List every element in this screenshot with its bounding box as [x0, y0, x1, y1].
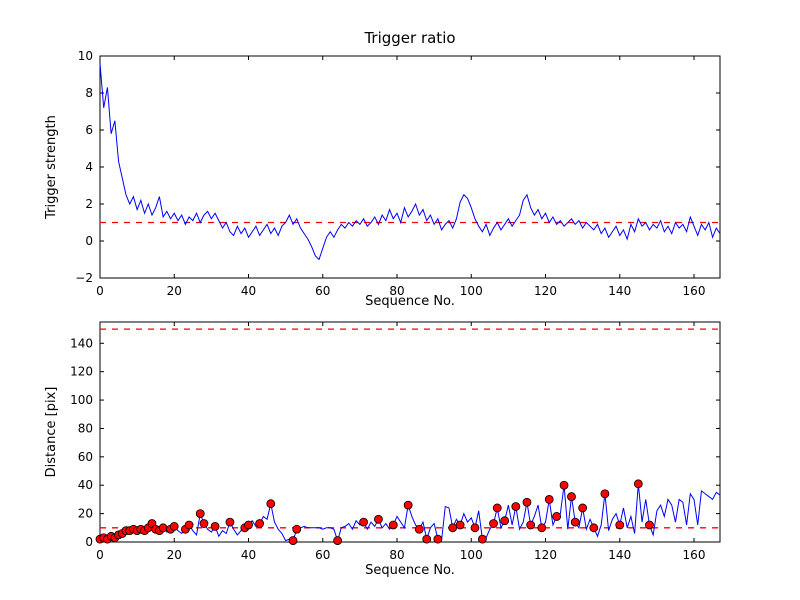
y-tick-label: −2 — [75, 271, 93, 285]
trigger-marker — [374, 514, 383, 524]
y-tick-label: 10 — [78, 49, 93, 63]
y-tick-label: 4 — [85, 160, 93, 174]
trigger-marker — [589, 523, 599, 533]
trigger-marker — [489, 519, 498, 528]
x-tick-label: 140 — [608, 284, 631, 298]
trigger-marker — [225, 517, 235, 527]
trigger-marker — [567, 492, 576, 501]
trigger-marker — [210, 521, 220, 531]
trigger-strength-line — [99, 63, 721, 261]
bottom-subplot-canvas: Distance [pix] Sequence No. 0 20 40 60 80 100… — [44, 321, 721, 578]
trigger-marker — [578, 503, 588, 513]
trigger-marker — [522, 497, 532, 507]
trigger-marker — [292, 524, 302, 534]
bottom-x-axis-label: Sequence No. — [365, 563, 455, 578]
trigger-marker — [455, 520, 465, 530]
trigger-marker — [433, 534, 443, 544]
trigger-marker — [184, 520, 194, 530]
trigger-marker — [359, 517, 368, 527]
trigger-marker — [195, 509, 205, 519]
x-tick-label: 80 — [389, 548, 404, 562]
x-tick-label: 100 — [460, 284, 483, 298]
y-tick-label: 0 — [85, 535, 93, 549]
trigger-marker — [448, 523, 458, 533]
distance-pix-line — [99, 483, 721, 543]
trigger-marker — [169, 521, 179, 531]
x-tick-label: 20 — [167, 548, 182, 562]
x-tick-label: 120 — [534, 548, 557, 562]
trigger-marker — [537, 523, 547, 533]
y-tick-label: 120 — [70, 365, 93, 379]
trigger-marker — [266, 499, 276, 509]
trigger-marker — [388, 520, 398, 530]
trigger-marker — [199, 519, 209, 528]
top-x-axis-label: Sequence No. — [365, 294, 455, 309]
y-tick-label: 2 — [85, 197, 93, 211]
trigger-marker — [244, 520, 253, 530]
y-tick-label: 40 — [78, 478, 93, 492]
trigger-marker — [492, 503, 502, 513]
trigger-marker — [633, 479, 643, 489]
trigger-marker — [403, 500, 413, 510]
y-tick-label: 100 — [70, 393, 93, 407]
y-tick-label: 6 — [85, 123, 93, 137]
trigger-marker — [645, 520, 654, 530]
y-tick-label: 60 — [78, 450, 93, 464]
x-tick-label: 60 — [315, 548, 330, 562]
trigger-marker — [615, 520, 625, 530]
y-tick-label: 8 — [85, 86, 93, 100]
x-tick-label: 140 — [608, 548, 631, 562]
trigger-marker — [470, 523, 480, 533]
trigger-marker — [255, 519, 265, 528]
distance-frame — [99, 321, 721, 543]
figure-title: Trigger ratio — [363, 29, 455, 47]
x-tick-label: 100 — [460, 548, 483, 562]
trigger-marker — [511, 502, 521, 511]
x-tick-label: 60 — [315, 284, 330, 298]
trigger-marker — [559, 480, 569, 490]
bottom-y-axis-label: Distance [pix] — [44, 387, 59, 478]
x-tick-label: 0 — [96, 284, 104, 298]
trigger-marker — [288, 536, 298, 545]
x-tick-label: 160 — [683, 548, 706, 562]
x-tick-label: 40 — [241, 284, 256, 298]
trigger-marker — [158, 523, 168, 533]
trigger-marker — [333, 536, 343, 545]
trigger-marker — [477, 534, 487, 544]
y-tick-label: 80 — [78, 421, 93, 435]
trigger-marker — [570, 517, 580, 527]
x-tick-label: 0 — [96, 548, 104, 562]
trigger-marker — [600, 489, 610, 499]
x-tick-label: 160 — [683, 284, 706, 298]
trigger-marker — [414, 524, 424, 534]
y-tick-label: 0 — [85, 234, 93, 248]
x-tick-label: 120 — [534, 284, 557, 298]
x-tick-label: 40 — [241, 548, 256, 562]
trigger-marker — [552, 512, 562, 521]
y-tick-label: 20 — [78, 507, 93, 521]
top-y-axis-label: Trigger strength — [44, 115, 59, 220]
bottom-plot-area: 0 20 40 60 80 100 120 140 160 0 20 40 60 80 100 120 140 — [70, 321, 721, 562]
top-subplot-canvas: Trigger ratio Trigger strength Sequence … — [44, 29, 721, 309]
trigger-marker — [500, 516, 510, 526]
trigger-marker — [526, 520, 536, 530]
y-tick-label: 140 — [70, 336, 93, 350]
trigger-marker — [544, 495, 554, 504]
x-tick-label: 80 — [389, 284, 404, 298]
x-tick-label: 20 — [167, 284, 182, 298]
trigger-ratio-frame — [99, 55, 721, 279]
trigger-marker — [422, 534, 432, 544]
